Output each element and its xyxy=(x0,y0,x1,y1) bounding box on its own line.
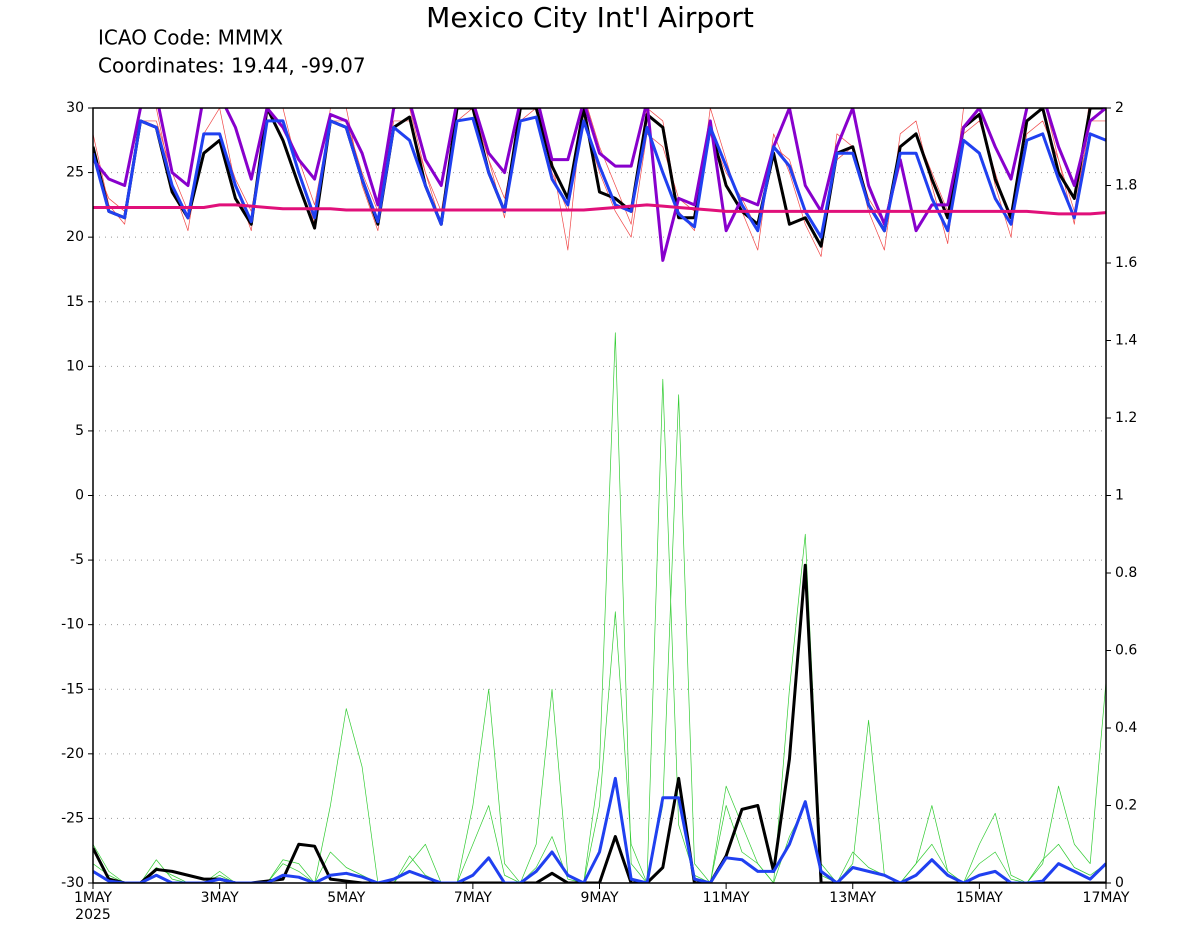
y-tick-label: 30 xyxy=(66,100,84,116)
y2-tick-label: 1.8 xyxy=(1115,178,1137,194)
y-tick-label: -20 xyxy=(61,746,84,762)
subtitle: Coordinates: 19.44, -99.07 xyxy=(98,54,366,78)
y2-tick-label: 0.6 xyxy=(1115,643,1137,659)
series-line xyxy=(93,394,1106,883)
series-line xyxy=(93,115,1106,239)
y-tick-label: -15 xyxy=(61,681,84,697)
series-line xyxy=(93,332,1106,883)
y-tick-label: 25 xyxy=(66,165,84,181)
y2-tick-label: 0.2 xyxy=(1115,798,1137,814)
y-tick-label: 15 xyxy=(66,294,84,310)
chart-title: Mexico City Int'l Airport xyxy=(426,1,754,34)
plot-frame xyxy=(92,107,1107,884)
series-line xyxy=(93,108,1106,262)
x-tick-label: 1MAY xyxy=(74,890,112,906)
y2-tick-label: 2 xyxy=(1115,100,1124,116)
plot-area xyxy=(93,108,1106,883)
y-tick-label: 20 xyxy=(66,229,84,245)
x-tick-label: 3MAY xyxy=(201,890,239,906)
y2-tick-label: 0 xyxy=(1115,875,1124,891)
x-tick-label: 15MAY xyxy=(956,890,1003,906)
series-line xyxy=(93,203,1106,216)
x-tick-label: 11MAY xyxy=(703,890,750,906)
series-line xyxy=(93,563,1106,883)
x-year-label: 2025 xyxy=(75,907,111,923)
subtitle: ICAO Code: MMMX xyxy=(98,26,283,50)
y-tick-label: -5 xyxy=(70,552,84,568)
y-tick-label: 0 xyxy=(75,488,84,504)
y2-tick-label: 1.2 xyxy=(1115,410,1137,426)
x-tick-label: 5MAY xyxy=(327,890,365,906)
x-tick-label: 7MAY xyxy=(454,890,492,906)
x-tick-label: 17MAY xyxy=(1083,890,1130,906)
y2-tick-label: 0.4 xyxy=(1115,720,1137,736)
y-tick-label: -10 xyxy=(61,617,84,633)
y2-tick-label: 1 xyxy=(1115,488,1124,504)
y-tick-label: 10 xyxy=(66,358,84,374)
y-tick-label: -25 xyxy=(61,810,84,826)
series-line xyxy=(93,776,1106,883)
y2-tick-label: 1.6 xyxy=(1115,255,1137,271)
x-tick-label: 13MAY xyxy=(829,890,876,906)
y-tick-label: 5 xyxy=(75,423,84,439)
x-tick-label: 9MAY xyxy=(580,890,618,906)
y2-tick-label: 0.8 xyxy=(1115,565,1137,581)
y2-tick-label: 1.4 xyxy=(1115,333,1137,349)
y-tick-label: -30 xyxy=(61,875,84,891)
